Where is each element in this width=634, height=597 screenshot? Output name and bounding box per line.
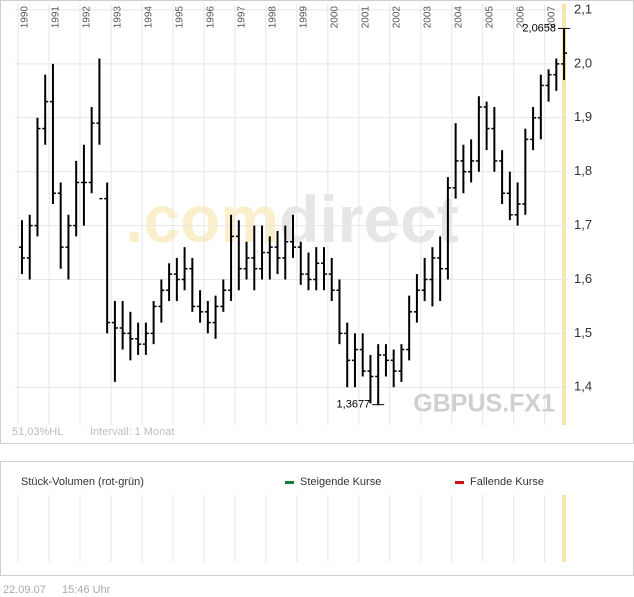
footer-time: 15:46 Uhr xyxy=(62,584,111,596)
indicator-label: 51,03%HL xyxy=(12,426,63,438)
current-period-volume xyxy=(562,495,566,562)
y-tick-label: 1,5 xyxy=(574,325,592,340)
volume-title: Stück-Volumen (rot-grün) xyxy=(21,476,144,488)
legend-swatch xyxy=(455,481,464,484)
y-tick-label: 1,9 xyxy=(574,109,592,124)
x-tick-label: 1990 xyxy=(20,6,31,29)
x-tick-label: 2004 xyxy=(453,6,464,29)
x-tick-label: 1993 xyxy=(113,6,124,29)
x-tick-label: 2006 xyxy=(515,6,526,29)
footer-date: 22.09.07 xyxy=(3,584,46,596)
volume-panel xyxy=(0,461,634,576)
x-tick-label: 2007 xyxy=(546,6,557,29)
legend-swatch xyxy=(285,481,294,484)
x-tick-label: 2002 xyxy=(391,6,402,29)
x-tick-label: 1999 xyxy=(299,6,310,29)
x-tick-label: 2000 xyxy=(330,6,341,29)
annotation-label: 1,3677 xyxy=(337,399,371,411)
x-tick-label: 2005 xyxy=(484,6,495,29)
x-tick-label: 1992 xyxy=(82,6,93,29)
y-tick-label: 1,6 xyxy=(574,271,592,286)
x-tick-label: 1997 xyxy=(237,6,248,29)
y-tick-label: 1,7 xyxy=(574,217,592,232)
current-period xyxy=(562,4,566,425)
x-tick-label: 1994 xyxy=(144,6,155,29)
x-tick-label: 1991 xyxy=(51,6,62,29)
watermark-part: direct xyxy=(279,182,459,256)
x-tick-label: 1998 xyxy=(268,6,279,29)
legend-label: Steigende Kurse xyxy=(300,476,381,488)
price-panel xyxy=(0,0,634,444)
y-tick-label: 2,0 xyxy=(574,55,592,70)
symbol-label: GBPUS.FX1 xyxy=(413,390,555,418)
annotation-label: 2,0658 xyxy=(522,22,556,34)
y-tick-label: 1,8 xyxy=(574,163,592,178)
legend-label: Fallende Kurse xyxy=(470,476,544,488)
grid: .comdirect xyxy=(15,4,567,562)
x-tick-label: 1995 xyxy=(175,6,186,29)
interval-label: Intervall: 1 Monat xyxy=(90,426,174,438)
y-tick-label: 2,1 xyxy=(574,1,592,16)
y-tick-label: 1,4 xyxy=(574,379,592,394)
watermark: .comdirect xyxy=(125,182,459,256)
watermark-part: .com xyxy=(125,182,279,256)
x-tick-label: 2001 xyxy=(360,6,371,29)
x-tick-label: 1996 xyxy=(206,6,217,29)
x-tick-label: 2003 xyxy=(422,6,433,29)
